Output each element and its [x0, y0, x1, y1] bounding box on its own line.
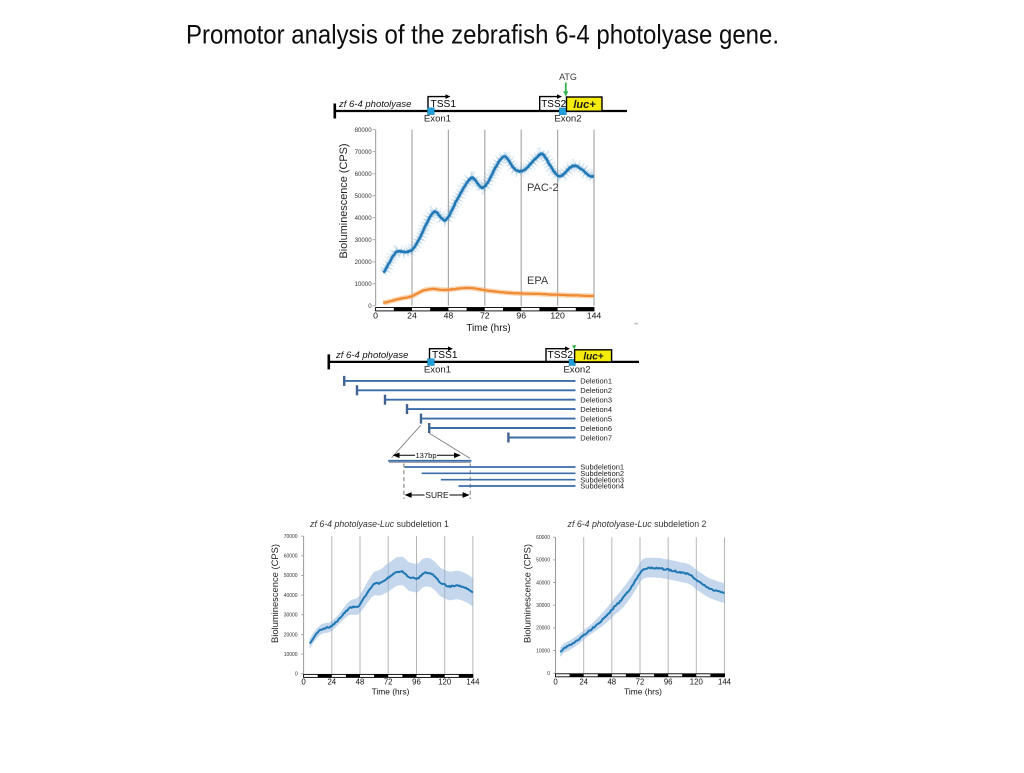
svg-text:SURE: SURE: [425, 490, 449, 500]
svg-text:ATG: ATG: [559, 72, 577, 82]
svg-text:Promotor analysis of the zebra: Promotor analysis of the zebrafish 6-4 p…: [186, 19, 779, 49]
svg-text:50000: 50000: [284, 573, 298, 579]
svg-text:TSS2: TSS2: [541, 99, 566, 110]
svg-text:72: 72: [480, 310, 490, 320]
svg-text:24: 24: [407, 310, 417, 320]
svg-text:Bioluminescence (CPS): Bioluminescence (CPS): [522, 544, 533, 643]
svg-text:0: 0: [368, 303, 372, 310]
svg-text:Time (hrs): Time (hrs): [624, 687, 662, 697]
svg-text:Deletion6: Deletion6: [580, 424, 612, 433]
svg-text:40000: 40000: [536, 580, 550, 586]
svg-text:zf 6-4 photolyase: zf 6-4 photolyase: [335, 350, 408, 361]
svg-text:24: 24: [327, 678, 336, 687]
svg-text:96: 96: [664, 678, 673, 687]
svg-text:Exon2: Exon2: [554, 113, 581, 124]
svg-text:Time (hrs): Time (hrs): [372, 687, 410, 697]
svg-text:Bioluminescence (CPS): Bioluminescence (CPS): [269, 544, 280, 643]
svg-text:20000: 20000: [284, 632, 298, 638]
svg-text:60000: 60000: [284, 554, 298, 560]
svg-text:120: 120: [438, 678, 452, 687]
svg-text:72: 72: [384, 678, 393, 687]
svg-text:TSS1: TSS1: [431, 99, 457, 110]
svg-text:60000: 60000: [536, 535, 550, 541]
svg-text:60000: 60000: [355, 171, 373, 178]
svg-text:137bp: 137bp: [415, 451, 436, 460]
svg-text:Bioluminescence (CPS): Bioluminescence (CPS): [338, 143, 350, 258]
svg-text:20000: 20000: [536, 626, 550, 632]
svg-text:Subdeletion2: Subdeletion2: [580, 469, 624, 478]
svg-text:Exon1: Exon1: [424, 365, 451, 376]
svg-text:Time (hrs): Time (hrs): [466, 323, 510, 334]
svg-text:Deletion5: Deletion5: [580, 414, 612, 423]
svg-text:70000: 70000: [355, 149, 373, 156]
svg-text:96: 96: [516, 310, 526, 320]
svg-text:10000: 10000: [355, 281, 373, 288]
svg-text:Deletion1: Deletion1: [580, 377, 612, 386]
svg-text:80000: 80000: [355, 127, 373, 134]
svg-text:TSS2: TSS2: [548, 350, 574, 361]
svg-text:Exon1: Exon1: [424, 113, 451, 124]
svg-text:48: 48: [607, 678, 616, 687]
svg-text:0: 0: [553, 678, 558, 687]
svg-text:0: 0: [295, 672, 298, 678]
svg-text:TSS1: TSS1: [432, 350, 458, 361]
svg-text:40000: 40000: [284, 593, 298, 599]
svg-text:40000: 40000: [355, 215, 373, 222]
svg-text:96: 96: [412, 678, 421, 687]
svg-text:0: 0: [547, 671, 550, 677]
svg-text:zf 6-4 photolyase-Luc subdelet: zf 6-4 photolyase-Luc subdeletion 2: [567, 519, 707, 529]
svg-text:24: 24: [579, 678, 588, 687]
svg-text:10000: 10000: [536, 648, 550, 654]
svg-text:144: 144: [718, 678, 732, 687]
svg-text:70000: 70000: [284, 534, 298, 540]
svg-text:Exon2: Exon2: [563, 365, 590, 376]
svg-text:144: 144: [587, 310, 602, 320]
svg-text:120: 120: [550, 310, 565, 320]
svg-text:zf 6-4 photolyase: zf 6-4 photolyase: [338, 99, 411, 110]
svg-text:luc+: luc+: [573, 99, 596, 111]
svg-text:Deletion4: Deletion4: [580, 405, 612, 414]
svg-text:Deletion7: Deletion7: [580, 433, 612, 442]
svg-text:Subdeletion3: Subdeletion3: [580, 475, 624, 484]
svg-text:30000: 30000: [355, 237, 373, 244]
svg-text:luc+: luc+: [583, 351, 603, 362]
svg-text:zf 6-4 photolyase-Luc subdelet: zf 6-4 photolyase-Luc subdeletion 1: [309, 519, 449, 529]
svg-text:30000: 30000: [284, 613, 298, 619]
svg-text:0: 0: [373, 310, 378, 320]
svg-text:50000: 50000: [536, 558, 550, 564]
svg-text:Subdeletion1: Subdeletion1: [580, 463, 624, 472]
svg-text:Deletion2: Deletion2: [580, 386, 612, 395]
svg-text:48: 48: [444, 310, 454, 320]
svg-text:48: 48: [356, 678, 365, 687]
svg-text:Subdeletion4: Subdeletion4: [580, 482, 624, 491]
svg-text:20000: 20000: [355, 259, 373, 266]
svg-text:Deletion3: Deletion3: [580, 396, 612, 405]
svg-text:72: 72: [636, 678, 645, 687]
svg-text:30000: 30000: [536, 603, 550, 609]
svg-text:50000: 50000: [355, 193, 373, 200]
svg-text:10000: 10000: [284, 652, 298, 658]
svg-text:EPA: EPA: [527, 275, 549, 287]
svg-text:PAC-2: PAC-2: [527, 182, 559, 194]
svg-text:144: 144: [466, 678, 480, 687]
svg-text:120: 120: [690, 678, 704, 687]
svg-text:0: 0: [301, 678, 306, 687]
